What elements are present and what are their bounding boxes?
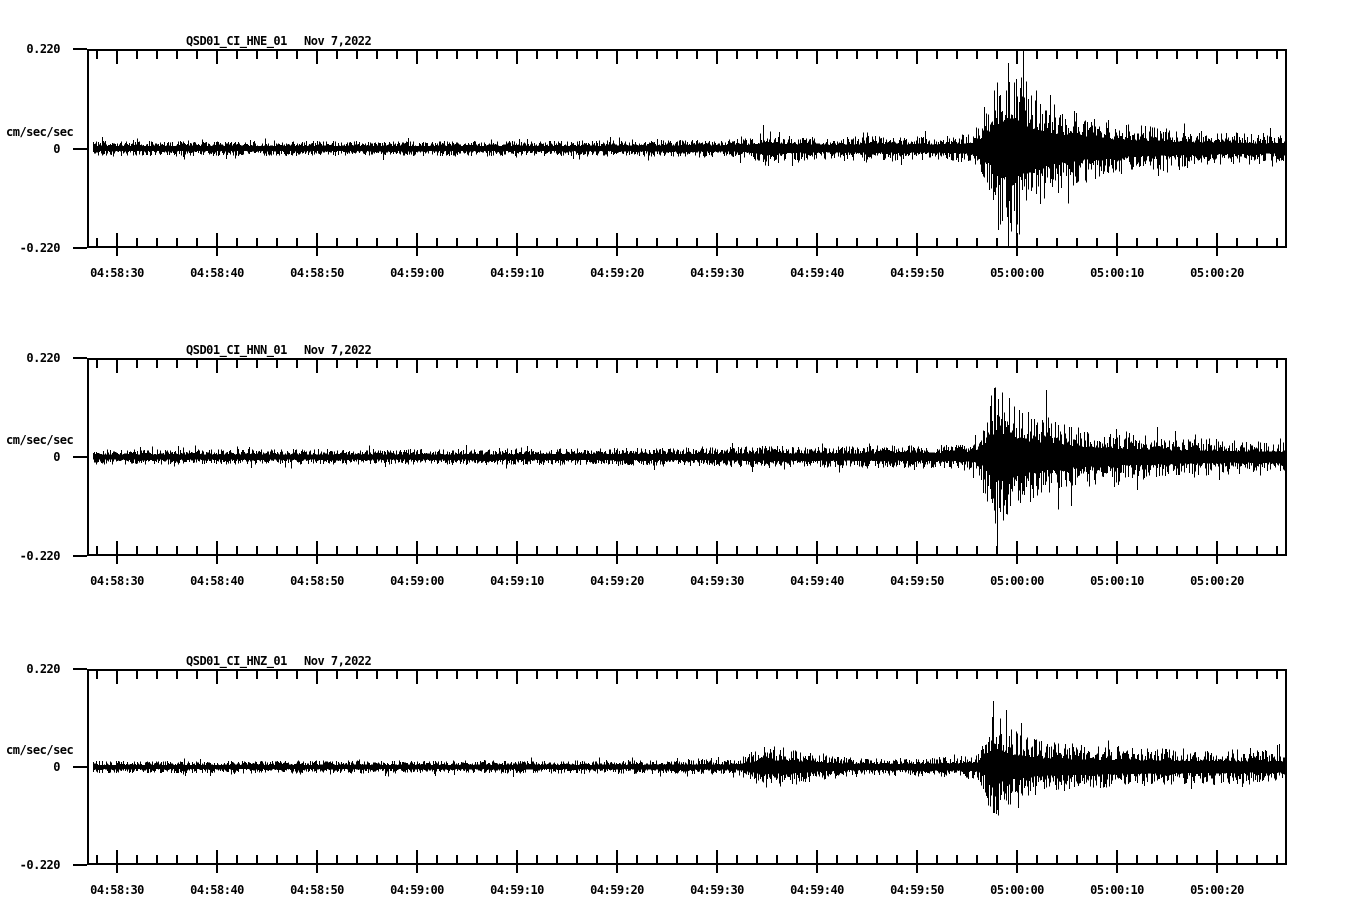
x-tick-label: 04:58:40 (190, 883, 244, 897)
x-tick-label: 04:59:00 (390, 883, 444, 897)
x-tick-label: 05:00:00 (990, 266, 1044, 280)
y-axis-zero-label: 0 (53, 141, 60, 156)
x-tick-label: 05:00:20 (1190, 574, 1244, 588)
seismogram-plot (87, 669, 1287, 873)
x-tick-label: 04:59:20 (590, 574, 644, 588)
x-tick-label: 04:59:30 (690, 266, 744, 280)
y-tick-dash (73, 48, 87, 50)
y-axis-units-label: cm/sec/sec (6, 124, 74, 139)
x-tick-label: 04:58:30 (90, 883, 144, 897)
y-tick-dash (73, 766, 87, 768)
y-axis-max-label: 0.220 (26, 351, 60, 365)
x-axis-labels: 04:58:30 04:58:40 04:58:50 04:59:00 04:59:10… (0, 574, 1358, 590)
x-tick-label: 05:00:00 (990, 883, 1044, 897)
x-tick-label: 04:59:10 (490, 574, 544, 588)
x-tick-label: 04:59:50 (890, 574, 944, 588)
y-axis-min-label: -0.220 (19, 241, 61, 255)
x-tick-label: 04:59:40 (790, 883, 844, 897)
x-tick-label: 04:58:40 (190, 574, 244, 588)
y-tick-dash (73, 456, 87, 458)
x-axis-labels: 04:58:30 04:58:40 04:58:50 04:59:00 04:59:10… (0, 883, 1358, 899)
x-tick-label: 04:58:40 (190, 266, 244, 280)
x-tick-label: 04:59:00 (390, 266, 444, 280)
x-tick-label: 04:58:30 (90, 574, 144, 588)
x-tick-label: 04:59:20 (590, 266, 644, 280)
x-tick-label: 04:59:40 (790, 266, 844, 280)
y-tick-dash (73, 147, 87, 150)
x-tick-label: 04:59:30 (690, 883, 744, 897)
x-tick-label: 05:00:10 (1090, 574, 1144, 588)
x-tick-label: 04:58:30 (90, 266, 144, 280)
y-axis-zero-label: 0 (53, 760, 60, 774)
x-tick-label: 05:00:00 (990, 574, 1044, 588)
seismogram-panel-hnn: QSD01_CI_HNN_01 Nov 7,2022 0.220 cm/sec/… (0, 0, 1358, 588)
x-tick-label: 05:00:10 (1090, 883, 1144, 897)
y-axis-max-label: 0.220 (26, 662, 60, 676)
panel-title: QSD01_CI_HNE_01 (186, 34, 287, 48)
y-axis-max-label: 0.220 (26, 42, 60, 56)
panel-date: Nov 7,2022 (304, 343, 372, 357)
y-axis-units-label: cm/sec/sec (6, 743, 74, 757)
seismogram-panel-hnz: QSD01_CI_HNZ_01 Nov 7,2022 0.220 cm/sec/… (0, 0, 1358, 897)
x-axis-labels: 04:58:30 04:58:40 04:58:50 04:59:00 04:59:10… (0, 266, 1358, 282)
x-tick-label: 04:59:50 (890, 883, 944, 897)
y-tick-dash (73, 555, 87, 557)
panel-title: QSD01_CI_HNN_01 (186, 343, 287, 357)
x-tick-label: 04:58:50 (290, 574, 344, 588)
x-tick-label: 04:59:10 (490, 266, 544, 280)
x-tick-label: 04:59:10 (490, 883, 544, 897)
panel-title: QSD01_CI_HNZ_01 (186, 654, 287, 668)
y-axis-zero-label: 0 (53, 450, 60, 464)
panel-date: Nov 7,2022 (304, 654, 372, 668)
panel-date: Nov 7,2022 (304, 34, 372, 48)
y-axis-min-label: -0.220 (19, 549, 61, 563)
y-tick-dash (73, 357, 87, 359)
y-axis-units-label: cm/sec/sec (6, 433, 74, 447)
x-tick-label: 04:58:50 (290, 883, 344, 897)
x-tick-label: 04:58:50 (290, 266, 344, 280)
y-axis-min-label: -0.220 (19, 858, 61, 872)
x-tick-label: 05:00:10 (1090, 266, 1144, 280)
y-tick-dash (73, 247, 87, 249)
x-tick-label: 05:00:20 (1190, 883, 1244, 897)
seismogram-panel-hne: QSD01_CI_HNE_01 Nov 7,2022 0.220 cm/sec/… (0, 0, 1358, 280)
seismogram-plot (87, 49, 1287, 256)
y-tick-dash (73, 668, 87, 670)
seismogram-plot (87, 358, 1287, 564)
x-tick-label: 04:59:50 (890, 266, 944, 280)
x-tick-label: 04:59:20 (590, 883, 644, 897)
x-tick-label: 04:59:30 (690, 574, 744, 588)
y-tick-dash (73, 864, 87, 866)
x-tick-label: 04:59:00 (390, 574, 444, 588)
x-tick-label: 05:00:20 (1190, 266, 1244, 280)
x-tick-label: 04:59:40 (790, 574, 844, 588)
